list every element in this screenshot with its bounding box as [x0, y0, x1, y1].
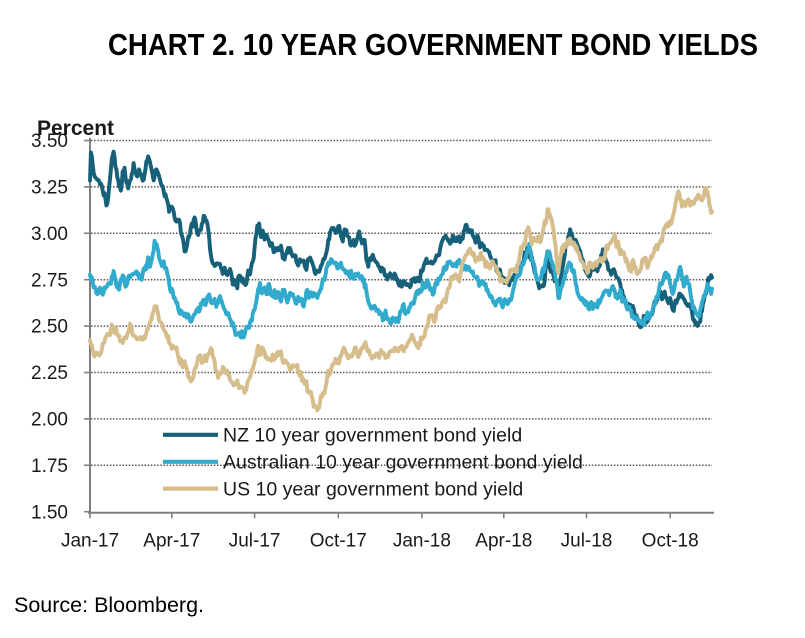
svg-text:3.25: 3.25	[31, 178, 68, 199]
svg-text:2.25: 2.25	[31, 363, 68, 384]
svg-text:Jan-18: Jan-18	[393, 531, 451, 552]
svg-text:1.75: 1.75	[31, 456, 68, 477]
svg-text:Oct-18: Oct-18	[642, 531, 699, 552]
svg-text:Australian 10 year government: Australian 10 year government bond yield	[223, 452, 583, 474]
svg-text:NZ 10 year government bond yie: NZ 10 year government bond yield	[223, 425, 522, 447]
svg-text:Jul-17: Jul-17	[229, 531, 281, 552]
svg-text:CHART 2. 10 YEAR GOVERNMENT BO: CHART 2. 10 YEAR GOVERNMENT BOND YIELDS	[108, 27, 758, 62]
svg-text:3.50: 3.50	[31, 131, 68, 152]
svg-text:Oct-17: Oct-17	[310, 531, 367, 552]
svg-text:Percent: Percent	[37, 117, 114, 140]
svg-text:Jan-17: Jan-17	[61, 531, 119, 552]
svg-text:Apr-18: Apr-18	[475, 531, 532, 552]
svg-text:1.50: 1.50	[31, 502, 68, 523]
svg-text:Jul-18: Jul-18	[561, 531, 613, 552]
svg-text:3.00: 3.00	[31, 224, 68, 245]
svg-text:US 10 year government bond yie: US 10 year government bond yield	[223, 479, 523, 501]
svg-text:Apr-17: Apr-17	[143, 531, 200, 552]
svg-text:2.75: 2.75	[31, 270, 68, 291]
svg-text:2.00: 2.00	[31, 410, 68, 431]
svg-text:2.50: 2.50	[31, 317, 68, 338]
svg-text:Source: Bloomberg.: Source: Bloomberg.	[14, 593, 204, 617]
